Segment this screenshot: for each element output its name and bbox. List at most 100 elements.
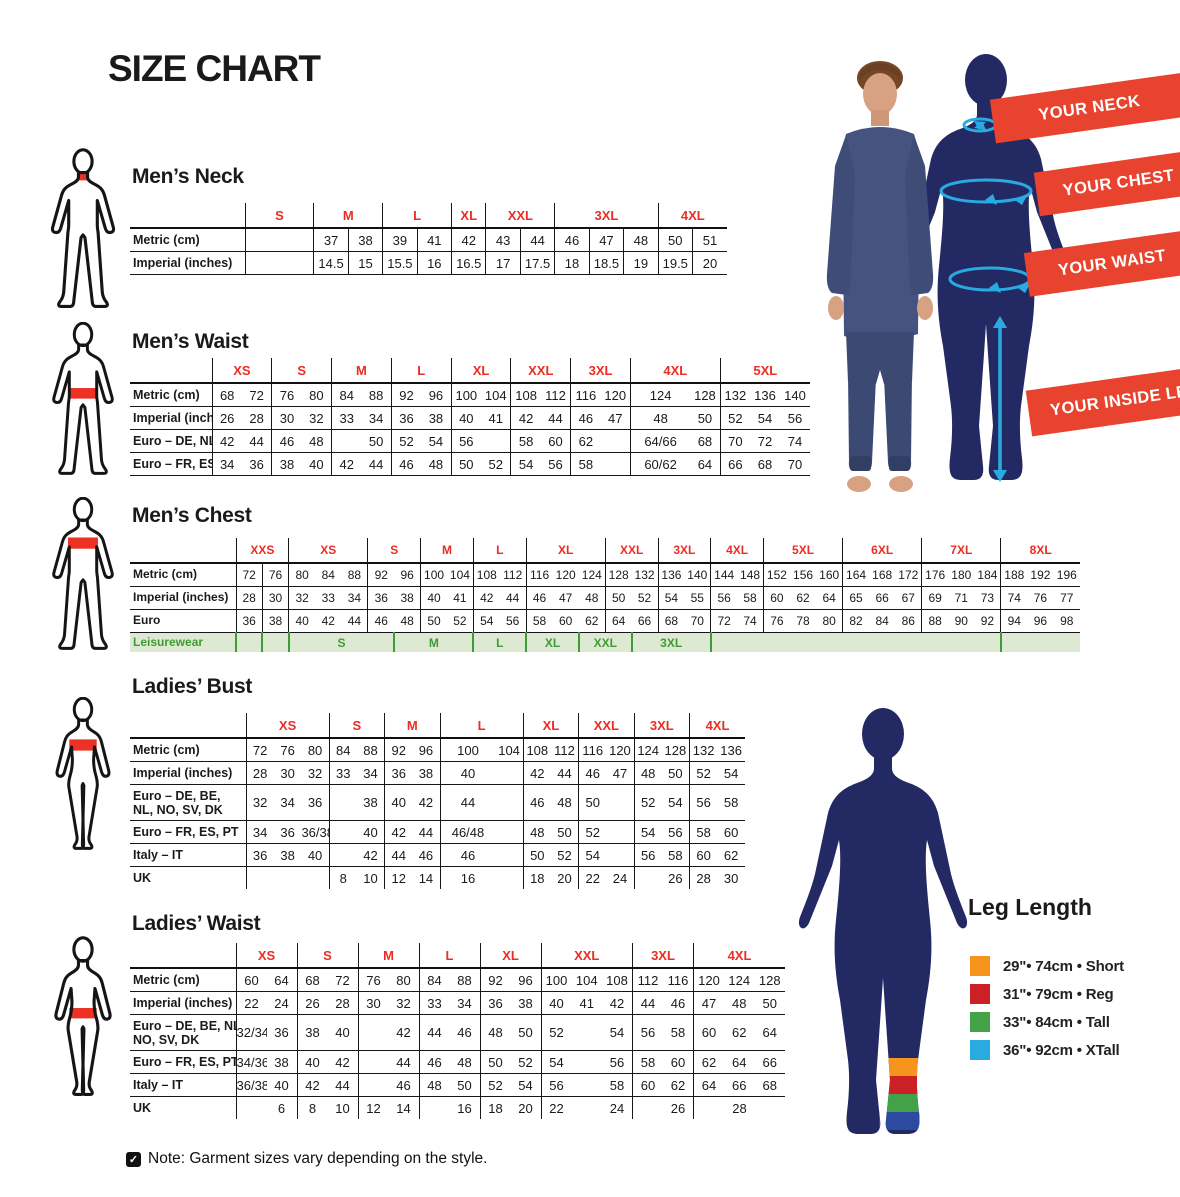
- tall-color-swatch: [970, 1012, 990, 1032]
- size-header: 6XL: [842, 538, 922, 564]
- size-header: M: [384, 713, 441, 739]
- table-row: Italy – IT 36/38 40 42 44 46 48 50 52 54 56 58 60 6…: [130, 1073, 785, 1097]
- size-header: S: [271, 358, 332, 384]
- size-header: 3XL: [554, 203, 659, 229]
- mens-waist-size-table: XS S M L XL XXL 3XL 4XL 5XL Metric (cm) 68 72 76 80 84…: [130, 358, 810, 476]
- section-title-ladies-bust: Ladies’ Bust: [132, 675, 253, 698]
- legend-item-xtall: 36"• 92cm • XTall: [970, 1040, 1124, 1060]
- size-header: 3XL: [633, 713, 690, 739]
- legend-item-tall: 33"• 84cm • Tall: [970, 1012, 1124, 1032]
- size-header: 5XL: [762, 538, 843, 564]
- size-header: XL: [479, 943, 541, 969]
- table-row: Imperial (inches) 28 30 32 33 34 36 38 40 42 44 46…: [130, 761, 745, 785]
- table-row: Imperial (inches)26283032333436384041424…: [130, 406, 810, 430]
- size-header: 5XL: [719, 358, 810, 384]
- page-title: SIZE CHART: [108, 48, 321, 89]
- size-header: L: [472, 538, 527, 564]
- size-header: S: [367, 538, 421, 564]
- size-header: XS: [288, 538, 368, 564]
- model-photo: [826, 61, 934, 492]
- table-row: Metric (cm) 37 38 39 41 42 43 44 46 47 48 50 51: [130, 228, 727, 252]
- table-row: Euro – FR, ES, PT34363840424446485052545…: [130, 452, 810, 476]
- neck-measure-figure-icon: [44, 143, 122, 323]
- size-header: XL: [525, 538, 606, 564]
- model-and-silhouette-graphic: [826, 54, 1071, 492]
- size-header: XL: [451, 203, 486, 229]
- size-header: XS: [211, 358, 272, 384]
- table-mens-waist: XS S M L XL XXL 3XL 4XL 5XL Metric (cm) 68 72 76 80 84…: [130, 358, 810, 476]
- table-row: Imperial (inches) 28 30 32 33 34 36 38 40 41 42 44 4…: [130, 586, 1080, 610]
- leg-length-title: Leg Length: [968, 894, 1092, 920]
- table-row: Italy – IT 36 38 40 42 44 46 46 50 52 54 56 58 60 6…: [130, 843, 745, 867]
- size-header: XS: [245, 713, 330, 739]
- table-row: Euro – DE, BE, NL, NO, SV, DK 32 34 36 38 40 4…: [130, 784, 745, 821]
- size-header: 4XL: [629, 358, 721, 384]
- size-header: 3XL: [570, 358, 631, 384]
- size-header: S: [328, 713, 385, 739]
- size-header: L: [382, 203, 452, 229]
- section-title-mens-chest: Men’s Chest: [132, 504, 252, 527]
- size-header: XS: [235, 943, 297, 969]
- size-header: XXL: [510, 358, 571, 384]
- size-header: XL: [522, 713, 579, 739]
- short-color-swatch: [970, 956, 990, 976]
- size-header: L: [390, 358, 452, 384]
- table-row: Imperial (inches) 14.5 15 15.5 16 16.5 17 17.5…: [130, 251, 727, 275]
- table-row: UK 8 10 12 14 16 18 20 22 24 26 28 30: [130, 866, 745, 889]
- size-header: XXS: [235, 538, 289, 564]
- size-header: XL: [450, 358, 511, 384]
- size-header: XXL: [540, 943, 633, 969]
- size-header: 4XL: [693, 943, 785, 969]
- legend-item-short: 29"• 74cm • Short: [970, 956, 1124, 976]
- table-row: Metric (cm) 72 76 80 84 88 92 96 100 104 108 112 116…: [130, 738, 745, 762]
- mens-neck-size-table: S M L XL XXL 3XL 4XL Metric (cm) 37 38 39 41 42 43 44…: [130, 203, 727, 275]
- size-header: M: [313, 203, 383, 229]
- legend-item-reg: 31"• 79cm • Reg: [970, 984, 1124, 1004]
- bust-measure-figure-icon: [44, 696, 122, 859]
- table-ladies-waist: XS S M L XL XXL 3XL 4XL Metric (cm) 60 64 68 72 76 80 8…: [130, 943, 785, 1119]
- table-ladies-bust: XS S M L XL XXL 3XL 4XL Metric (cm) 72 76 80 84 88 92 9…: [130, 713, 745, 889]
- size-header: 8XL: [1000, 538, 1080, 564]
- size-header: 4XL: [689, 713, 745, 739]
- reg-color-swatch: [970, 984, 990, 1004]
- table-row: Leisurewear S M L XL XXL 3XL: [130, 632, 1080, 652]
- chest-measure-figure-icon: [44, 496, 122, 659]
- leg-length-silhouette: [793, 672, 973, 1169]
- measurement-illustration: [790, 28, 1180, 520]
- checkbox-checked-icon: ✓: [126, 1151, 141, 1167]
- table-row: Euro – DE, BE, NL, NO, SV, DK 32/34 36 38 40 …: [130, 1014, 785, 1051]
- leg-length-legend: 29"• 74cm • Short 31"• 79cm • Reg 33"• 8…: [970, 956, 1124, 1060]
- ladies-bust-size-table: XS S M L XL XXL 3XL 4XL Metric (cm) 72 76 80 84 88 92 9…: [130, 713, 745, 889]
- section-title-mens-neck: Men’s Neck: [132, 165, 244, 188]
- section-title-ladies-waist: Ladies’ Waist: [132, 912, 261, 935]
- waist-measure-figure-icon: [44, 321, 122, 484]
- size-header: M: [331, 358, 392, 384]
- mens-chest-size-table: XXS XS S M L XL XXL 3XL 4XL 5XL 6XL 7XL 8XL Metric (c…: [130, 538, 1080, 652]
- chest-measure-arrow: [939, 178, 1033, 204]
- size-header: 4XL: [657, 203, 727, 229]
- table-row: Metric (cm) 68 72 76 80 84 88 92 96 100 104 108 112 1…: [130, 383, 810, 407]
- arrowheads: [974, 121, 1031, 482]
- table-row: Metric (cm) 60 64 68 72 76 80 84 88 92 96 100 104 108…: [130, 968, 785, 992]
- table-row: Imperial (inches) 22 24 26 28 30 32 33 34 36 38 40 4…: [130, 991, 785, 1015]
- section-title-mens-waist: Men’s Waist: [132, 330, 249, 353]
- table-mens-chest: XXS XS S M L XL XXL 3XL 4XL 5XL 6XL 7XL 8XL Metric (c…: [130, 538, 1080, 652]
- table-row: UK 6 8 10 12 14 16 18 20 22 24 26 28: [130, 1096, 785, 1119]
- size-header: XXL: [485, 203, 555, 229]
- table-row: Metric (cm) 72 76 80 84 88 92 96 100 104 108 112 116…: [130, 563, 1080, 587]
- table-row: Euro 36 38 40 42 44 46 48 50 52 54 56 58 60 62 64 66 68 70…: [130, 609, 1080, 633]
- size-header: 3XL: [657, 538, 711, 564]
- size-header: M: [420, 538, 474, 564]
- footer-note: ✓ Note: Garment sizes vary depending on …: [126, 1150, 487, 1168]
- size-header: 4XL: [710, 538, 764, 564]
- ladies-waist-size-table: XS S M L XL XXL 3XL 4XL Metric (cm) 60 64 68 72 76 80 8…: [130, 943, 785, 1119]
- size-header: 3XL: [632, 943, 694, 969]
- size-header: S: [244, 203, 314, 229]
- table-mens-neck: S M L XL XXL 3XL 4XL Metric (cm) 37 38 39 41 42 43 44…: [130, 203, 727, 275]
- leg-length-bands: [879, 1058, 929, 1130]
- xtall-color-swatch: [970, 1040, 990, 1060]
- size-header: XXL: [578, 713, 635, 739]
